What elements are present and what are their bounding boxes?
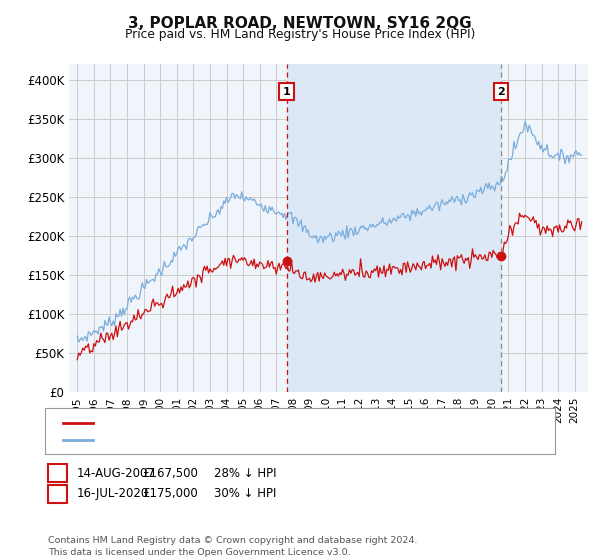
Text: 1: 1	[283, 87, 290, 97]
Text: 30% ↓ HPI: 30% ↓ HPI	[214, 487, 277, 501]
Text: £167,500: £167,500	[142, 466, 198, 480]
Text: 2: 2	[497, 87, 505, 97]
Text: Price paid vs. HM Land Registry's House Price Index (HPI): Price paid vs. HM Land Registry's House …	[125, 28, 475, 41]
Text: 2: 2	[53, 487, 62, 501]
Text: 28% ↓ HPI: 28% ↓ HPI	[214, 466, 277, 480]
Text: 1: 1	[53, 466, 62, 480]
Text: 16-JUL-2020: 16-JUL-2020	[76, 487, 148, 501]
Text: Contains HM Land Registry data © Crown copyright and database right 2024.
This d: Contains HM Land Registry data © Crown c…	[48, 536, 418, 557]
Text: 14-AUG-2007: 14-AUG-2007	[76, 466, 155, 480]
Text: 3, POPLAR ROAD, NEWTOWN, SY16 2QG (detached house): 3, POPLAR ROAD, NEWTOWN, SY16 2QG (detac…	[99, 418, 426, 428]
Text: £175,000: £175,000	[142, 487, 198, 501]
Text: 3, POPLAR ROAD, NEWTOWN, SY16 2QG: 3, POPLAR ROAD, NEWTOWN, SY16 2QG	[128, 16, 472, 31]
Text: HPI: Average price, detached house, Powys: HPI: Average price, detached house, Powy…	[99, 435, 340, 445]
Bar	[287, 64, 501, 392]
